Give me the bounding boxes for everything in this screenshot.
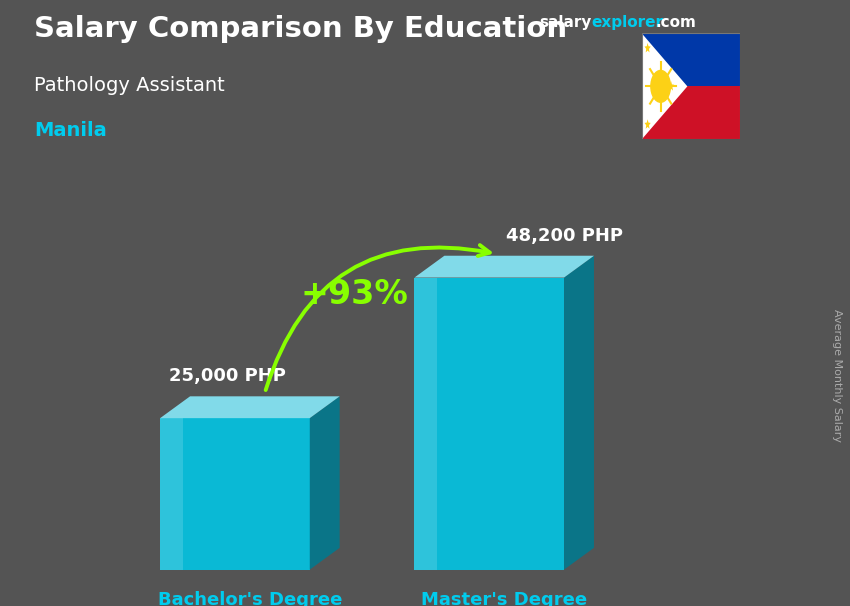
Polygon shape: [564, 256, 594, 570]
Circle shape: [651, 70, 671, 102]
Polygon shape: [642, 33, 688, 139]
Polygon shape: [160, 418, 309, 570]
Text: Salary Comparison By Education: Salary Comparison By Education: [34, 15, 567, 43]
Text: +93%: +93%: [301, 278, 409, 311]
Polygon shape: [644, 43, 651, 53]
Polygon shape: [160, 418, 183, 570]
Polygon shape: [309, 396, 340, 570]
Text: Bachelor's Degree: Bachelor's Degree: [158, 591, 342, 606]
Text: .com: .com: [655, 15, 696, 30]
Polygon shape: [415, 278, 437, 570]
Text: Pathology Assistant: Pathology Assistant: [34, 76, 224, 95]
Polygon shape: [642, 87, 740, 139]
Polygon shape: [415, 278, 564, 570]
Text: salary: salary: [540, 15, 592, 30]
Polygon shape: [644, 119, 651, 129]
Text: explorer: explorer: [592, 15, 664, 30]
Text: 25,000 PHP: 25,000 PHP: [169, 367, 286, 385]
Polygon shape: [668, 81, 674, 91]
Polygon shape: [642, 33, 740, 87]
Polygon shape: [642, 33, 740, 139]
Text: 48,200 PHP: 48,200 PHP: [506, 227, 622, 245]
Text: Average Monthly Salary: Average Monthly Salary: [832, 309, 842, 442]
Polygon shape: [415, 256, 594, 278]
Text: Master's Degree: Master's Degree: [421, 591, 587, 606]
Polygon shape: [160, 396, 340, 418]
Text: Manila: Manila: [34, 121, 107, 140]
